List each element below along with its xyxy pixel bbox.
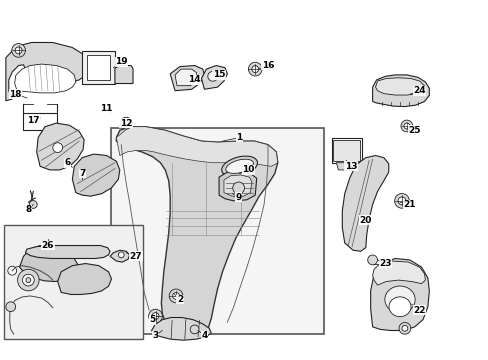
Circle shape — [172, 292, 179, 300]
Text: 4: 4 — [201, 331, 207, 340]
Polygon shape — [25, 246, 110, 258]
Polygon shape — [336, 163, 351, 170]
Circle shape — [398, 323, 410, 334]
Text: 20: 20 — [359, 216, 371, 225]
Polygon shape — [375, 78, 424, 95]
Ellipse shape — [388, 297, 410, 317]
Text: 16: 16 — [261, 61, 274, 70]
Circle shape — [169, 289, 183, 303]
Ellipse shape — [384, 286, 414, 313]
Text: 2: 2 — [177, 295, 183, 304]
Circle shape — [120, 117, 132, 129]
Polygon shape — [20, 246, 77, 282]
Text: 17: 17 — [27, 116, 40, 125]
Circle shape — [22, 274, 34, 286]
Circle shape — [12, 44, 25, 57]
Circle shape — [251, 66, 258, 73]
Polygon shape — [87, 55, 110, 80]
Polygon shape — [37, 123, 84, 170]
Text: 23: 23 — [378, 259, 391, 268]
Text: 8: 8 — [25, 205, 31, 214]
Bar — [333, 140, 359, 161]
Polygon shape — [116, 127, 277, 166]
Text: 13: 13 — [344, 162, 357, 171]
Circle shape — [403, 123, 409, 129]
Text: 14: 14 — [188, 76, 201, 85]
Circle shape — [118, 252, 124, 258]
Polygon shape — [82, 51, 115, 84]
Text: 22: 22 — [412, 306, 425, 315]
Text: 1: 1 — [236, 133, 242, 142]
Polygon shape — [372, 261, 425, 285]
Circle shape — [148, 309, 162, 323]
Circle shape — [190, 325, 199, 334]
Polygon shape — [15, 64, 76, 93]
Polygon shape — [170, 66, 204, 91]
Polygon shape — [370, 258, 428, 330]
Circle shape — [232, 182, 244, 194]
Circle shape — [15, 47, 22, 54]
Circle shape — [152, 312, 159, 320]
Ellipse shape — [225, 159, 253, 174]
Text: 11: 11 — [100, 104, 113, 113]
Text: 12: 12 — [120, 118, 132, 127]
Circle shape — [367, 255, 377, 265]
Polygon shape — [116, 127, 277, 333]
Text: 24: 24 — [412, 86, 425, 95]
Polygon shape — [175, 69, 196, 86]
Circle shape — [394, 194, 408, 208]
Circle shape — [400, 120, 412, 132]
Circle shape — [18, 269, 39, 291]
Text: 3: 3 — [152, 331, 158, 340]
Text: 18: 18 — [9, 90, 22, 99]
Ellipse shape — [221, 156, 257, 176]
Polygon shape — [58, 264, 111, 294]
Bar — [331, 138, 361, 163]
Text: 10: 10 — [242, 165, 254, 174]
Text: 26: 26 — [41, 241, 54, 250]
Text: 19: 19 — [115, 57, 127, 66]
Circle shape — [207, 71, 217, 81]
Text: 21: 21 — [403, 200, 415, 209]
Text: 25: 25 — [407, 126, 420, 135]
Bar — [111, 128, 324, 334]
Polygon shape — [342, 156, 388, 251]
Text: 27: 27 — [129, 252, 142, 261]
Circle shape — [8, 266, 17, 275]
Circle shape — [248, 62, 262, 76]
Text: 7: 7 — [79, 169, 85, 178]
Circle shape — [397, 197, 405, 205]
Polygon shape — [219, 171, 256, 201]
Text: 9: 9 — [235, 193, 242, 202]
Circle shape — [123, 120, 129, 126]
Circle shape — [26, 278, 31, 283]
Bar — [23, 113, 57, 130]
Text: 5: 5 — [149, 315, 155, 324]
Circle shape — [401, 325, 407, 331]
Polygon shape — [6, 42, 89, 101]
Polygon shape — [115, 66, 133, 84]
Circle shape — [53, 143, 62, 153]
Polygon shape — [151, 318, 211, 340]
Circle shape — [29, 201, 37, 208]
Bar — [4, 225, 143, 339]
Polygon shape — [72, 154, 120, 196]
Text: 6: 6 — [64, 158, 70, 167]
Polygon shape — [110, 250, 129, 262]
Polygon shape — [372, 75, 428, 107]
Circle shape — [6, 302, 16, 312]
Polygon shape — [224, 175, 251, 196]
Text: 15: 15 — [212, 71, 225, 79]
Polygon shape — [201, 66, 227, 89]
